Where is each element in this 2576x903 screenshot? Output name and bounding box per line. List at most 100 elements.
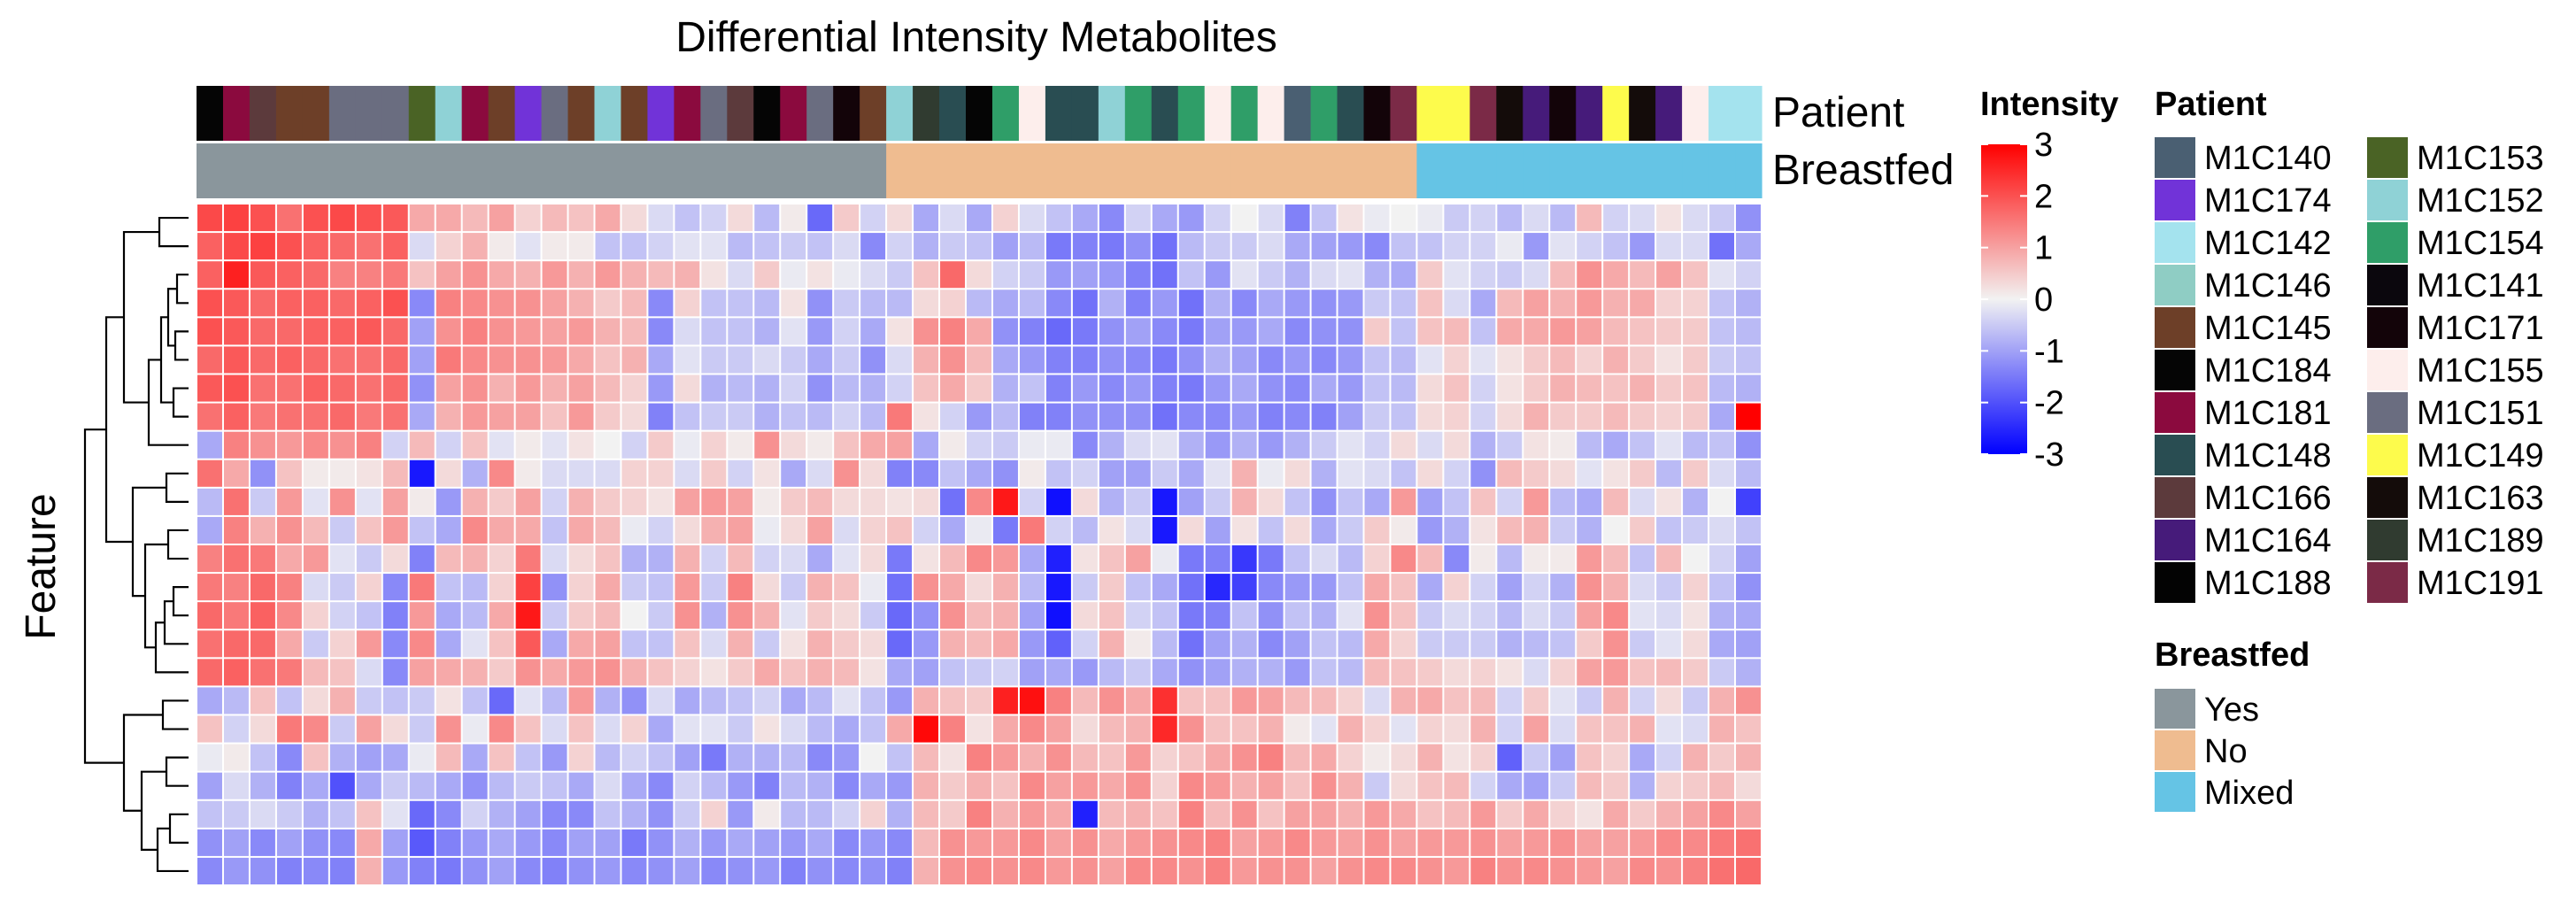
heatmap-cell <box>1311 403 1337 430</box>
heatmap-cell <box>1683 374 1708 402</box>
heatmap-cell <box>356 545 382 573</box>
patient-annotation-cell <box>382 86 410 141</box>
heatmap-cell <box>1683 516 1708 544</box>
heatmap-cell <box>1577 574 1602 601</box>
heatmap-cell <box>1391 488 1416 515</box>
heatmap-cell <box>250 659 275 686</box>
heatmap-cell <box>940 800 966 828</box>
heatmap-cell <box>276 374 302 402</box>
heatmap-cell <box>409 602 435 629</box>
heatmap-cell <box>834 233 860 260</box>
heatmap-cell <box>728 488 753 515</box>
patient-annotation-cell <box>991 86 1020 141</box>
heatmap-cell <box>568 346 594 374</box>
heatmap-cell <box>409 403 435 430</box>
heatmap-cell <box>1470 800 1496 828</box>
heatmap-cell <box>1178 233 1204 260</box>
heatmap-cell <box>223 715 249 743</box>
heatmap-cell <box>568 488 594 515</box>
patient-annotation-cell <box>1124 86 1153 141</box>
heatmap-cell <box>887 687 913 714</box>
heatmap-cell <box>1470 602 1496 629</box>
heatmap-cell <box>1417 574 1443 601</box>
heatmap-cell <box>250 233 275 260</box>
heatmap-cell <box>595 772 621 799</box>
heatmap-cell <box>1683 403 1708 430</box>
heatmap-cell <box>462 574 488 601</box>
heatmap-cell <box>1630 829 1655 856</box>
dendrogram-branch <box>154 621 189 674</box>
heatmap-cell <box>1603 772 1629 799</box>
heatmap-cell <box>462 715 488 743</box>
heatmap-cell <box>1417 488 1443 515</box>
heatmap-cell <box>409 205 435 232</box>
heatmap-cell <box>303 715 328 743</box>
heatmap-cell <box>223 261 249 289</box>
heatmap-cell <box>1178 431 1204 459</box>
heatmap-cell <box>356 374 382 402</box>
heatmap-cell <box>462 516 488 544</box>
heatmap-cell <box>1284 659 1310 686</box>
breastfed-annotation-cell <box>1363 143 1392 198</box>
heatmap-cell <box>1125 233 1151 260</box>
heatmap-cell <box>1497 574 1523 601</box>
heatmap-cell <box>276 233 302 260</box>
patient-legend-label: M1C152 <box>2417 182 2544 220</box>
heatmap-cell <box>1231 516 1257 544</box>
heatmap-cell <box>356 488 382 515</box>
heatmap-cell <box>1045 516 1071 544</box>
heatmap-cell <box>1417 289 1443 317</box>
heatmap-cell <box>436 459 461 487</box>
heatmap-cell <box>1152 516 1177 544</box>
heatmap-cell <box>595 459 621 487</box>
heatmap-cell <box>1656 205 1682 232</box>
heatmap-cell <box>1444 459 1469 487</box>
heatmap-cell <box>462 233 488 260</box>
heatmap-cell <box>303 772 328 799</box>
heatmap-cell <box>1338 374 1363 402</box>
heatmap-cell <box>1444 233 1469 260</box>
heatmap-cell <box>250 800 275 828</box>
heatmap-cell <box>1125 829 1151 856</box>
heatmap-cell <box>462 659 488 686</box>
heatmap-cell <box>303 205 328 232</box>
heatmap-cell <box>834 659 860 686</box>
heatmap-cell <box>1577 488 1602 515</box>
heatmap-cell <box>1364 289 1390 317</box>
heatmap-cell <box>382 403 408 430</box>
heatmap-cell <box>1258 630 1284 658</box>
heatmap-cell <box>1072 346 1098 374</box>
heatmap-cell <box>1523 488 1549 515</box>
patient-legend-label: M1C149 <box>2417 437 2544 475</box>
heatmap-cell <box>1364 659 1390 686</box>
patient-annotation-cell <box>621 86 649 141</box>
heatmap-cell <box>250 488 275 515</box>
heatmap-cell <box>515 374 541 402</box>
patient-legend-swatch <box>2155 562 2195 603</box>
breastfed-annotation-cell <box>1071 143 1099 198</box>
heatmap-cell <box>1019 715 1045 743</box>
breastfed-annotation-cell <box>1098 143 1126 198</box>
heatmap-cell <box>223 289 249 317</box>
heatmap-cell <box>807 602 833 629</box>
heatmap-cell <box>887 346 913 374</box>
heatmap-cell <box>992 602 1018 629</box>
heatmap-cell <box>1736 318 1761 345</box>
heatmap-cell <box>1338 233 1363 260</box>
heatmap-cell <box>1550 574 1576 601</box>
heatmap-cell <box>250 459 275 487</box>
heatmap-cell <box>621 545 647 573</box>
heatmap-cell <box>1656 630 1682 658</box>
heatmap-cell <box>1019 516 1045 544</box>
heatmap-cell <box>675 403 700 430</box>
heatmap-cell <box>515 346 541 374</box>
heatmap-cell <box>992 857 1018 884</box>
heatmap-cell <box>967 829 991 856</box>
breastfed-annotation-cell <box>249 143 277 198</box>
intensity-tick-label: -2 <box>2034 385 2064 422</box>
heatmap-cell <box>701 488 727 515</box>
heatmap-cell <box>1523 289 1549 317</box>
heatmap-cell <box>834 857 860 884</box>
heatmap-cell <box>1603 431 1629 459</box>
patient-legend-label: M1C140 <box>2204 140 2332 177</box>
